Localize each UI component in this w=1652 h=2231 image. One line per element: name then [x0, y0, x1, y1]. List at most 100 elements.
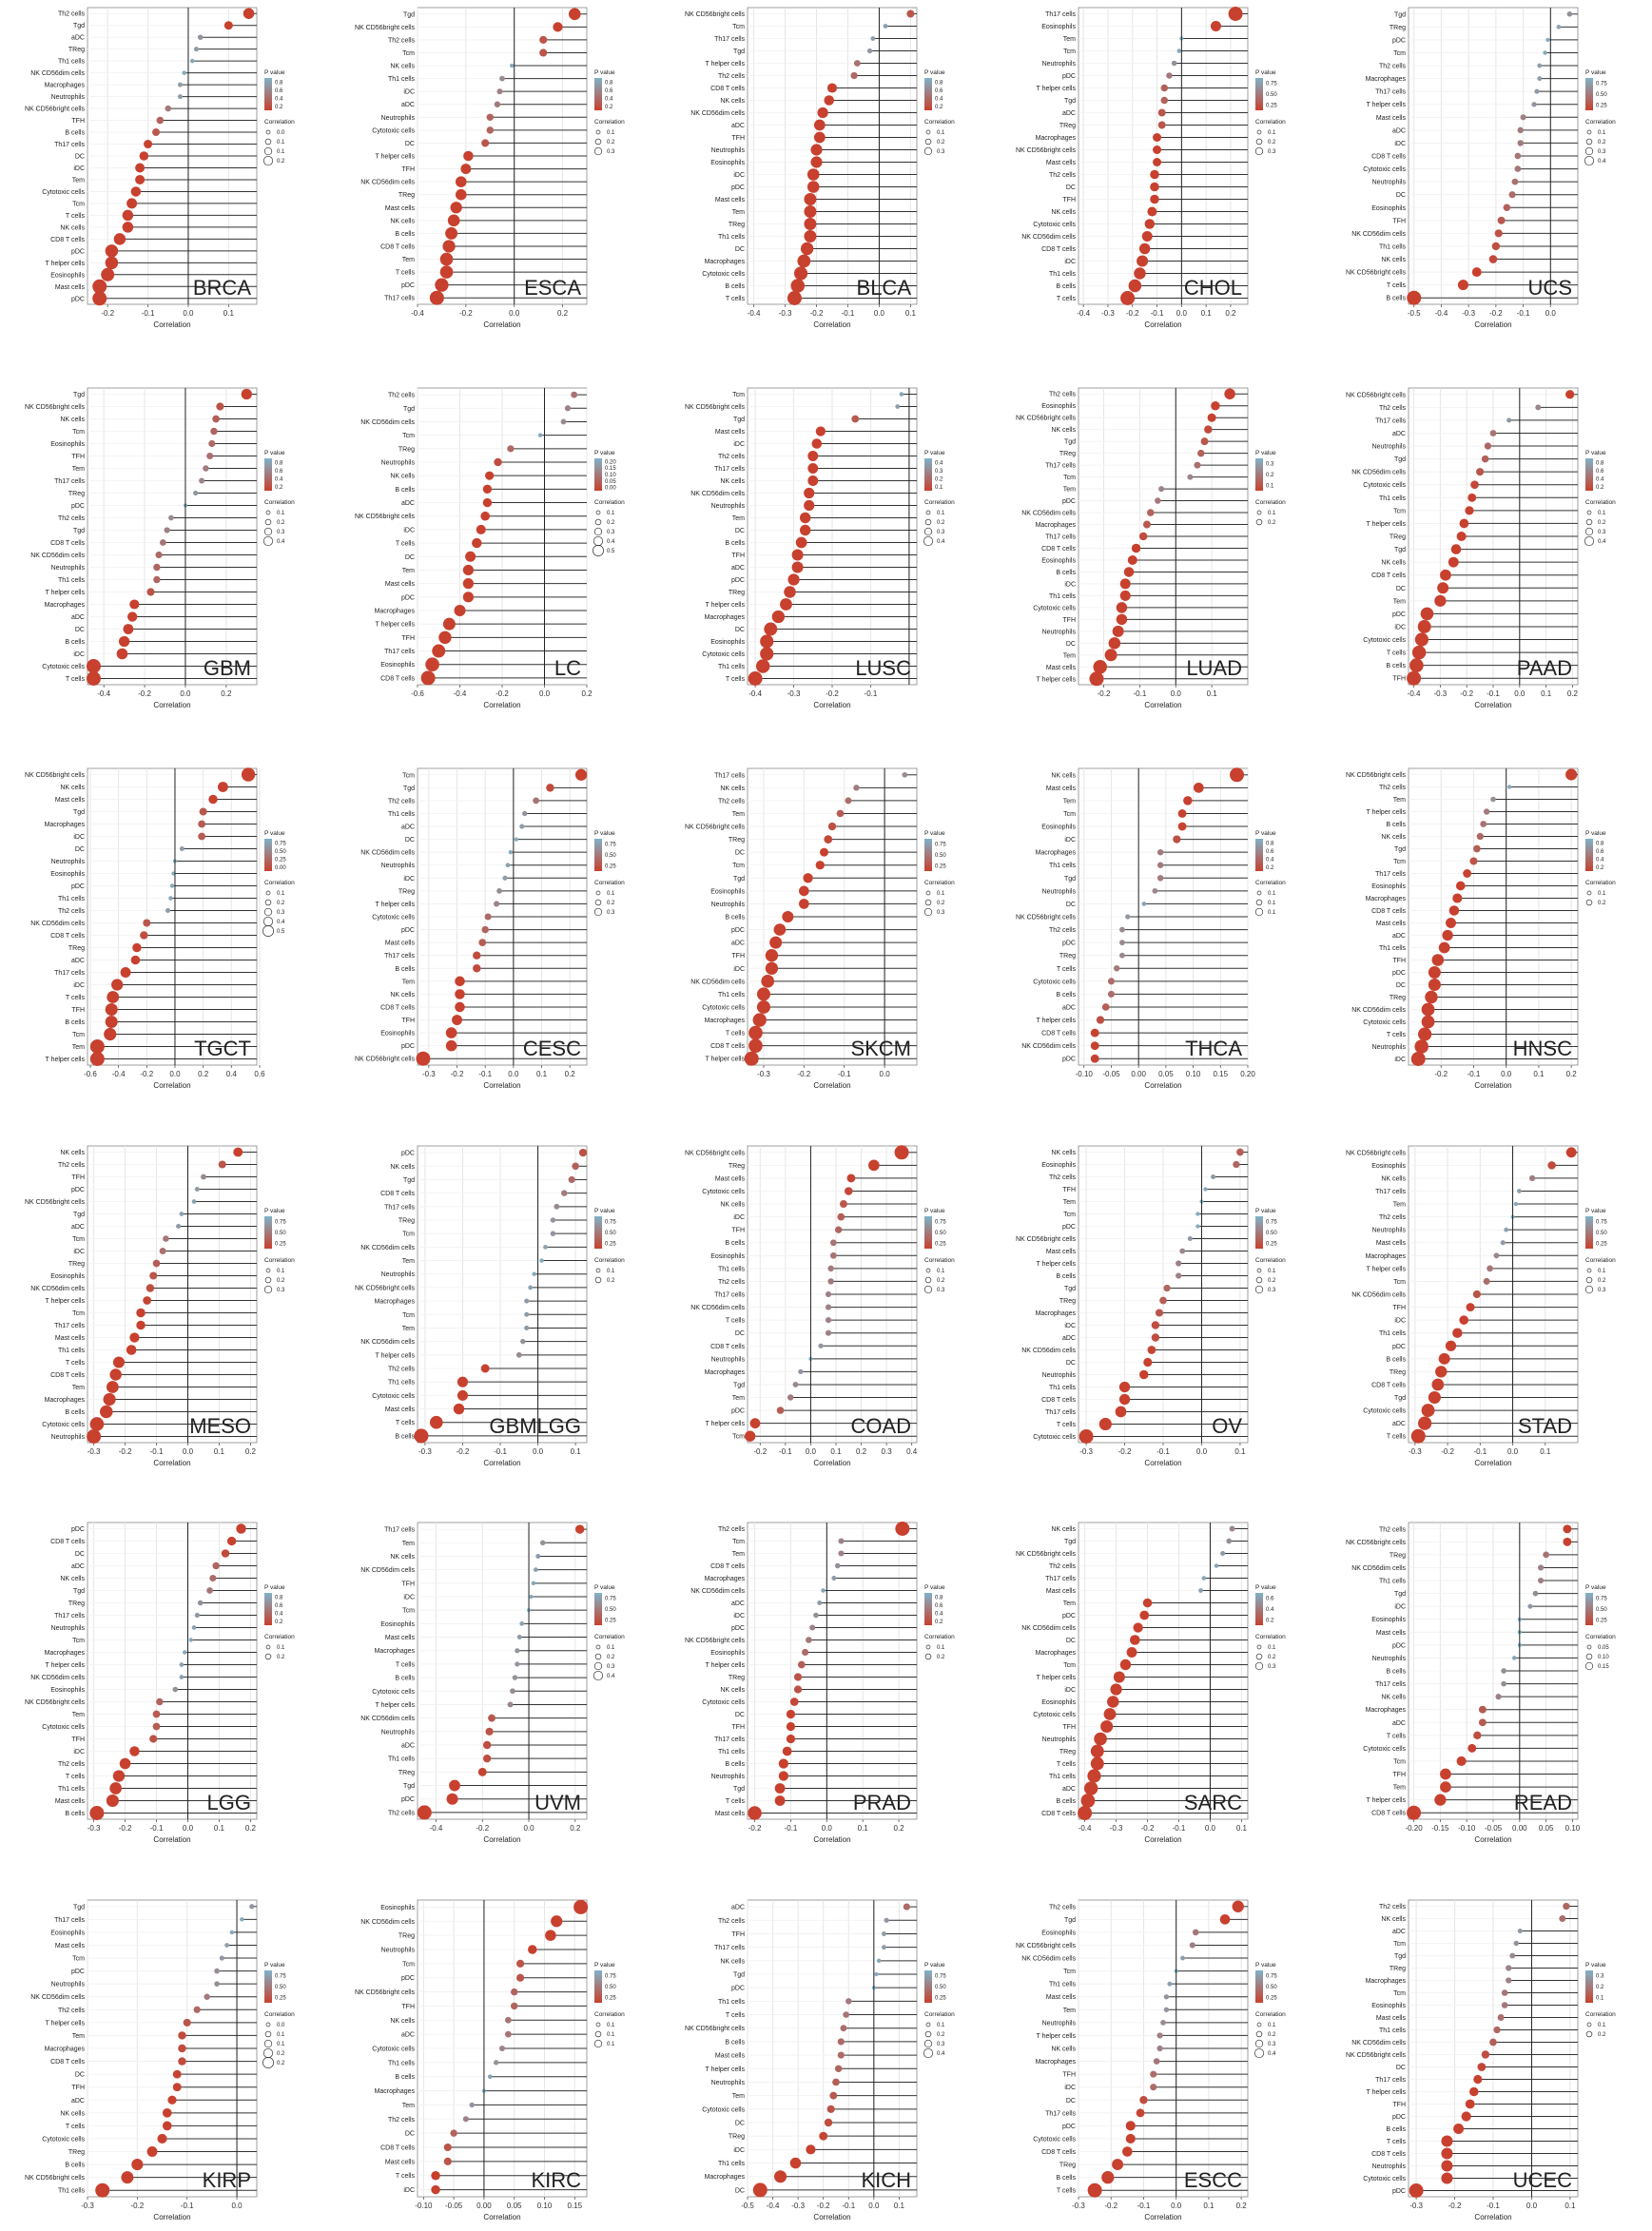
legend-pvalue-tick: 0.8 — [1596, 460, 1604, 466]
lollipop-point — [1214, 1563, 1219, 1568]
lollipop-point — [834, 1226, 843, 1233]
category-label: aDC — [1392, 1421, 1406, 1427]
lollipop-point — [194, 1186, 200, 1193]
category-label: B cells — [1386, 1356, 1406, 1363]
lollipop-point — [1150, 182, 1159, 192]
category-label: NK cells — [1381, 1916, 1406, 1923]
category-label: Neutrophils — [1042, 888, 1077, 895]
category-label: Mast cells — [1046, 665, 1077, 671]
legend-corr-value: 0.1 — [1268, 910, 1276, 916]
legend-pvalue-title: P value — [924, 69, 945, 76]
category-label: Tem — [732, 811, 745, 818]
category-label: Tcm — [1393, 859, 1406, 865]
legend-size-circle — [593, 2039, 603, 2048]
lollipop-point — [572, 1162, 579, 1171]
category-label: iDC — [1394, 1057, 1406, 1063]
category-label: NK cells — [720, 98, 745, 105]
category-label: TReg — [729, 222, 745, 228]
lollipop-point — [568, 8, 581, 21]
category-label: T helper cells — [1366, 2089, 1406, 2096]
category-label: DC — [1066, 2098, 1076, 2105]
lollipop-point — [1527, 1603, 1533, 1609]
lollipop-point — [1119, 1659, 1132, 1671]
x-tick-label: 0.1 — [905, 309, 917, 318]
legend-size-circle — [262, 535, 274, 547]
lollipop-point — [168, 514, 174, 521]
category-label: Eosinophils — [710, 888, 745, 895]
category-label: B cells — [1056, 570, 1076, 576]
category-label: Tem — [1393, 1202, 1406, 1209]
legend-pvalue-tick: 0.50 — [935, 853, 946, 859]
legend-pvalue-tick: 0.6 — [1266, 1597, 1274, 1602]
legend-size-circle — [925, 2022, 931, 2027]
lollipop-point — [1501, 1680, 1506, 1687]
legend-pvalue-title: P value — [594, 1584, 615, 1591]
x-tick-label: -0.4 — [454, 689, 467, 698]
x-tick-label: 0.2 — [1566, 1070, 1578, 1078]
lollipop-point — [1139, 1610, 1150, 1620]
lollipop-point — [825, 1317, 832, 1324]
category-label: iDC — [1064, 2085, 1076, 2091]
lollipop-point — [243, 8, 255, 19]
category-label: Eosinophils — [50, 1930, 85, 1936]
category-label: Mast cells — [385, 581, 416, 588]
lollipop-point — [1108, 637, 1121, 650]
legend-corr-value: 0.1 — [277, 1269, 285, 1274]
lollipop-point — [761, 974, 775, 988]
lollipop-point — [1438, 1352, 1450, 1365]
lollipop-point — [119, 1757, 131, 1770]
category-label: Cytotoxic cells — [702, 1189, 745, 1195]
category-label: CD8 T cells — [1371, 2151, 1406, 2158]
category-label: Tem — [732, 515, 745, 522]
lollipop-point — [539, 35, 548, 44]
category-label: iDC — [403, 1595, 415, 1601]
lollipop-point — [505, 863, 511, 868]
legend-corr-title: Correlation — [1255, 880, 1286, 886]
legend-corr-value: 0.3 — [607, 149, 615, 155]
legend-size-circle — [1584, 527, 1594, 536]
category-label: Th2 cells — [1049, 392, 1077, 398]
category-label: Th17 cells — [714, 1736, 745, 1743]
category-label: NK cells — [720, 786, 745, 792]
lollipop-point — [127, 611, 138, 622]
legend-size-circle — [1254, 907, 1264, 917]
category-label: aDC — [401, 2032, 415, 2039]
lollipop-point — [832, 2078, 840, 2086]
category-label: Tcm — [1063, 811, 1076, 818]
lollipop-point — [881, 1930, 886, 1936]
category-label: Neutrophils — [1042, 2020, 1077, 2027]
lollipop-point — [1490, 796, 1496, 803]
lollipop-point — [806, 1637, 812, 1643]
legend-pvalue-tick: 0.25 — [1596, 103, 1607, 108]
category-label: pDC — [71, 1526, 85, 1533]
category-label: Tcm — [72, 201, 85, 207]
x-tick-label: 0.05 — [1539, 1824, 1554, 1833]
category-label: TFH — [401, 1018, 415, 1024]
category-label: CD8 T cells — [1371, 154, 1406, 161]
lollipop-point — [1437, 582, 1449, 594]
category-label: T helper cells — [1036, 1018, 1076, 1024]
x-tick-label: -0.4 — [1408, 689, 1421, 698]
category-label: Mast cells — [385, 1635, 416, 1641]
x-tick-label: 0.2 — [221, 689, 232, 698]
category-label: Tem — [1393, 1785, 1406, 1792]
legend-size-circle — [925, 1644, 931, 1650]
legend-pvalue-tick: 0.75 — [275, 1974, 286, 1980]
lollipop-point — [1228, 7, 1243, 21]
category-label: Tem — [72, 1044, 85, 1051]
lollipop-point — [883, 24, 888, 29]
x-tick-label: -0.3 — [1101, 309, 1115, 318]
lollipop-point — [1177, 809, 1187, 818]
x-tick-label: 0.00 — [1512, 1824, 1527, 1833]
lollipop-point — [791, 561, 804, 573]
legend-corr-value: 0.3 — [277, 530, 285, 535]
lollipop-point — [224, 21, 233, 30]
legend-corr-value: 0.1 — [1598, 1269, 1606, 1274]
category-label: T helper cells — [705, 1421, 745, 1427]
lollipop-point — [494, 101, 501, 107]
lollipop-point — [241, 388, 252, 400]
legend-pvalue-tick: 0.8 — [1596, 841, 1604, 846]
legend-size-circle — [925, 890, 931, 896]
lollipop-point — [179, 1662, 185, 1667]
